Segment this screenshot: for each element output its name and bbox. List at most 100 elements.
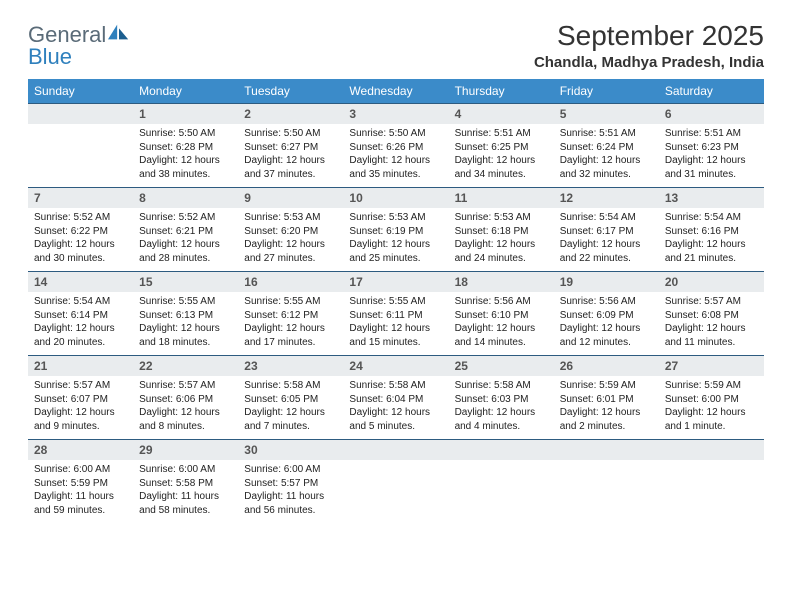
weekday-header: Tuesday bbox=[238, 79, 343, 104]
day-number-cell: 10 bbox=[343, 188, 448, 209]
daylight-text: Daylight: 12 hours and 7 minutes. bbox=[244, 406, 337, 433]
daylight-text: Daylight: 12 hours and 30 minutes. bbox=[34, 238, 127, 265]
day-detail-cell: Sunrise: 5:56 AMSunset: 6:10 PMDaylight:… bbox=[449, 292, 554, 356]
day-number-cell: 21 bbox=[28, 356, 133, 377]
sunset-text: Sunset: 6:23 PM bbox=[665, 141, 758, 155]
daylight-text: Daylight: 12 hours and 15 minutes. bbox=[349, 322, 442, 349]
title-block: September 2025 Chandla, Madhya Pradesh, … bbox=[534, 20, 764, 71]
daylight-text: Daylight: 12 hours and 1 minute. bbox=[665, 406, 758, 433]
location: Chandla, Madhya Pradesh, India bbox=[534, 54, 764, 71]
sunset-text: Sunset: 6:19 PM bbox=[349, 225, 442, 239]
daylight-text: Daylight: 12 hours and 24 minutes. bbox=[455, 238, 548, 265]
sunset-text: Sunset: 6:21 PM bbox=[139, 225, 232, 239]
day-number-cell: 2 bbox=[238, 104, 343, 125]
day-detail-cell bbox=[659, 460, 764, 523]
daylight-text: Daylight: 12 hours and 28 minutes. bbox=[139, 238, 232, 265]
sunrise-text: Sunrise: 5:50 AM bbox=[244, 127, 337, 141]
day-detail-cell: Sunrise: 5:55 AMSunset: 6:11 PMDaylight:… bbox=[343, 292, 448, 356]
sunrise-text: Sunrise: 5:54 AM bbox=[665, 211, 758, 225]
day-detail-cell: Sunrise: 6:00 AMSunset: 5:59 PMDaylight:… bbox=[28, 460, 133, 523]
sunrise-text: Sunrise: 5:54 AM bbox=[34, 295, 127, 309]
day-detail-cell: Sunrise: 5:52 AMSunset: 6:22 PMDaylight:… bbox=[28, 208, 133, 272]
day-number-cell: 4 bbox=[449, 104, 554, 125]
sunrise-text: Sunrise: 6:00 AM bbox=[34, 463, 127, 477]
sunrise-text: Sunrise: 5:57 AM bbox=[34, 379, 127, 393]
daylight-text: Daylight: 12 hours and 35 minutes. bbox=[349, 154, 442, 181]
sunset-text: Sunset: 6:10 PM bbox=[455, 309, 548, 323]
day-detail-cell bbox=[449, 460, 554, 523]
daylight-text: Daylight: 12 hours and 31 minutes. bbox=[665, 154, 758, 181]
sunrise-text: Sunrise: 5:52 AM bbox=[139, 211, 232, 225]
day-detail-cell: Sunrise: 5:58 AMSunset: 6:05 PMDaylight:… bbox=[238, 376, 343, 440]
sunrise-text: Sunrise: 5:57 AM bbox=[139, 379, 232, 393]
day-number-cell: 28 bbox=[28, 440, 133, 461]
sunset-text: Sunset: 6:27 PM bbox=[244, 141, 337, 155]
day-detail-cell: Sunrise: 5:53 AMSunset: 6:20 PMDaylight:… bbox=[238, 208, 343, 272]
calendar-header: Sunday Monday Tuesday Wednesday Thursday… bbox=[28, 79, 764, 104]
day-number-cell: 6 bbox=[659, 104, 764, 125]
sunrise-text: Sunrise: 5:51 AM bbox=[455, 127, 548, 141]
sunset-text: Sunset: 6:08 PM bbox=[665, 309, 758, 323]
day-detail-cell: Sunrise: 5:58 AMSunset: 6:04 PMDaylight:… bbox=[343, 376, 448, 440]
day-number-cell: 14 bbox=[28, 272, 133, 293]
day-number-cell bbox=[554, 440, 659, 461]
day-number-cell: 29 bbox=[133, 440, 238, 461]
sunrise-text: Sunrise: 5:53 AM bbox=[244, 211, 337, 225]
day-detail-cell: Sunrise: 5:52 AMSunset: 6:21 PMDaylight:… bbox=[133, 208, 238, 272]
day-number-cell: 25 bbox=[449, 356, 554, 377]
daylight-text: Daylight: 12 hours and 2 minutes. bbox=[560, 406, 653, 433]
day-number-cell bbox=[28, 104, 133, 125]
daylight-text: Daylight: 12 hours and 25 minutes. bbox=[349, 238, 442, 265]
day-detail-cell: Sunrise: 5:54 AMSunset: 6:14 PMDaylight:… bbox=[28, 292, 133, 356]
day-number-cell bbox=[659, 440, 764, 461]
day-number-cell: 9 bbox=[238, 188, 343, 209]
sunrise-text: Sunrise: 5:51 AM bbox=[560, 127, 653, 141]
day-number-cell: 22 bbox=[133, 356, 238, 377]
day-detail-cell: Sunrise: 5:51 AMSunset: 6:23 PMDaylight:… bbox=[659, 124, 764, 188]
sunset-text: Sunset: 6:09 PM bbox=[560, 309, 653, 323]
logo-text-block: General Blue bbox=[28, 24, 130, 68]
day-number-cell: 24 bbox=[343, 356, 448, 377]
day-number-cell: 20 bbox=[659, 272, 764, 293]
sunrise-text: Sunrise: 5:50 AM bbox=[139, 127, 232, 141]
sunset-text: Sunset: 6:04 PM bbox=[349, 393, 442, 407]
day-number-cell: 13 bbox=[659, 188, 764, 209]
sunrise-text: Sunrise: 5:50 AM bbox=[349, 127, 442, 141]
day-number-cell bbox=[449, 440, 554, 461]
sunrise-text: Sunrise: 5:58 AM bbox=[349, 379, 442, 393]
day-detail-cell: Sunrise: 5:59 AMSunset: 6:00 PMDaylight:… bbox=[659, 376, 764, 440]
sunset-text: Sunset: 6:06 PM bbox=[139, 393, 232, 407]
daylight-text: Daylight: 12 hours and 37 minutes. bbox=[244, 154, 337, 181]
daylight-text: Daylight: 11 hours and 56 minutes. bbox=[244, 490, 337, 517]
day-number-cell: 15 bbox=[133, 272, 238, 293]
day-detail-cell: Sunrise: 5:50 AMSunset: 6:27 PMDaylight:… bbox=[238, 124, 343, 188]
daylight-text: Daylight: 12 hours and 20 minutes. bbox=[34, 322, 127, 349]
daylight-text: Daylight: 12 hours and 12 minutes. bbox=[560, 322, 653, 349]
daylight-text: Daylight: 12 hours and 27 minutes. bbox=[244, 238, 337, 265]
sunrise-text: Sunrise: 5:58 AM bbox=[244, 379, 337, 393]
day-number-cell: 30 bbox=[238, 440, 343, 461]
day-detail-cell: Sunrise: 5:53 AMSunset: 6:19 PMDaylight:… bbox=[343, 208, 448, 272]
sunset-text: Sunset: 6:22 PM bbox=[34, 225, 127, 239]
day-number-cell: 18 bbox=[449, 272, 554, 293]
sunset-text: Sunset: 6:12 PM bbox=[244, 309, 337, 323]
sunrise-text: Sunrise: 5:53 AM bbox=[349, 211, 442, 225]
week-detail-row: Sunrise: 5:50 AMSunset: 6:28 PMDaylight:… bbox=[28, 124, 764, 188]
day-number-cell: 12 bbox=[554, 188, 659, 209]
day-detail-cell bbox=[343, 460, 448, 523]
week-detail-row: Sunrise: 5:54 AMSunset: 6:14 PMDaylight:… bbox=[28, 292, 764, 356]
day-number-cell bbox=[343, 440, 448, 461]
weekday-header: Saturday bbox=[659, 79, 764, 104]
daylight-text: Daylight: 11 hours and 59 minutes. bbox=[34, 490, 127, 517]
sunrise-text: Sunrise: 5:51 AM bbox=[665, 127, 758, 141]
day-detail-cell: Sunrise: 5:58 AMSunset: 6:03 PMDaylight:… bbox=[449, 376, 554, 440]
sunset-text: Sunset: 6:20 PM bbox=[244, 225, 337, 239]
day-detail-cell bbox=[28, 124, 133, 188]
daylight-text: Daylight: 12 hours and 34 minutes. bbox=[455, 154, 548, 181]
weekday-header: Monday bbox=[133, 79, 238, 104]
daylight-text: Daylight: 12 hours and 17 minutes. bbox=[244, 322, 337, 349]
day-detail-cell: Sunrise: 5:57 AMSunset: 6:08 PMDaylight:… bbox=[659, 292, 764, 356]
daylight-text: Daylight: 12 hours and 11 minutes. bbox=[665, 322, 758, 349]
week-daynum-row: 123456 bbox=[28, 104, 764, 125]
day-number-cell: 16 bbox=[238, 272, 343, 293]
